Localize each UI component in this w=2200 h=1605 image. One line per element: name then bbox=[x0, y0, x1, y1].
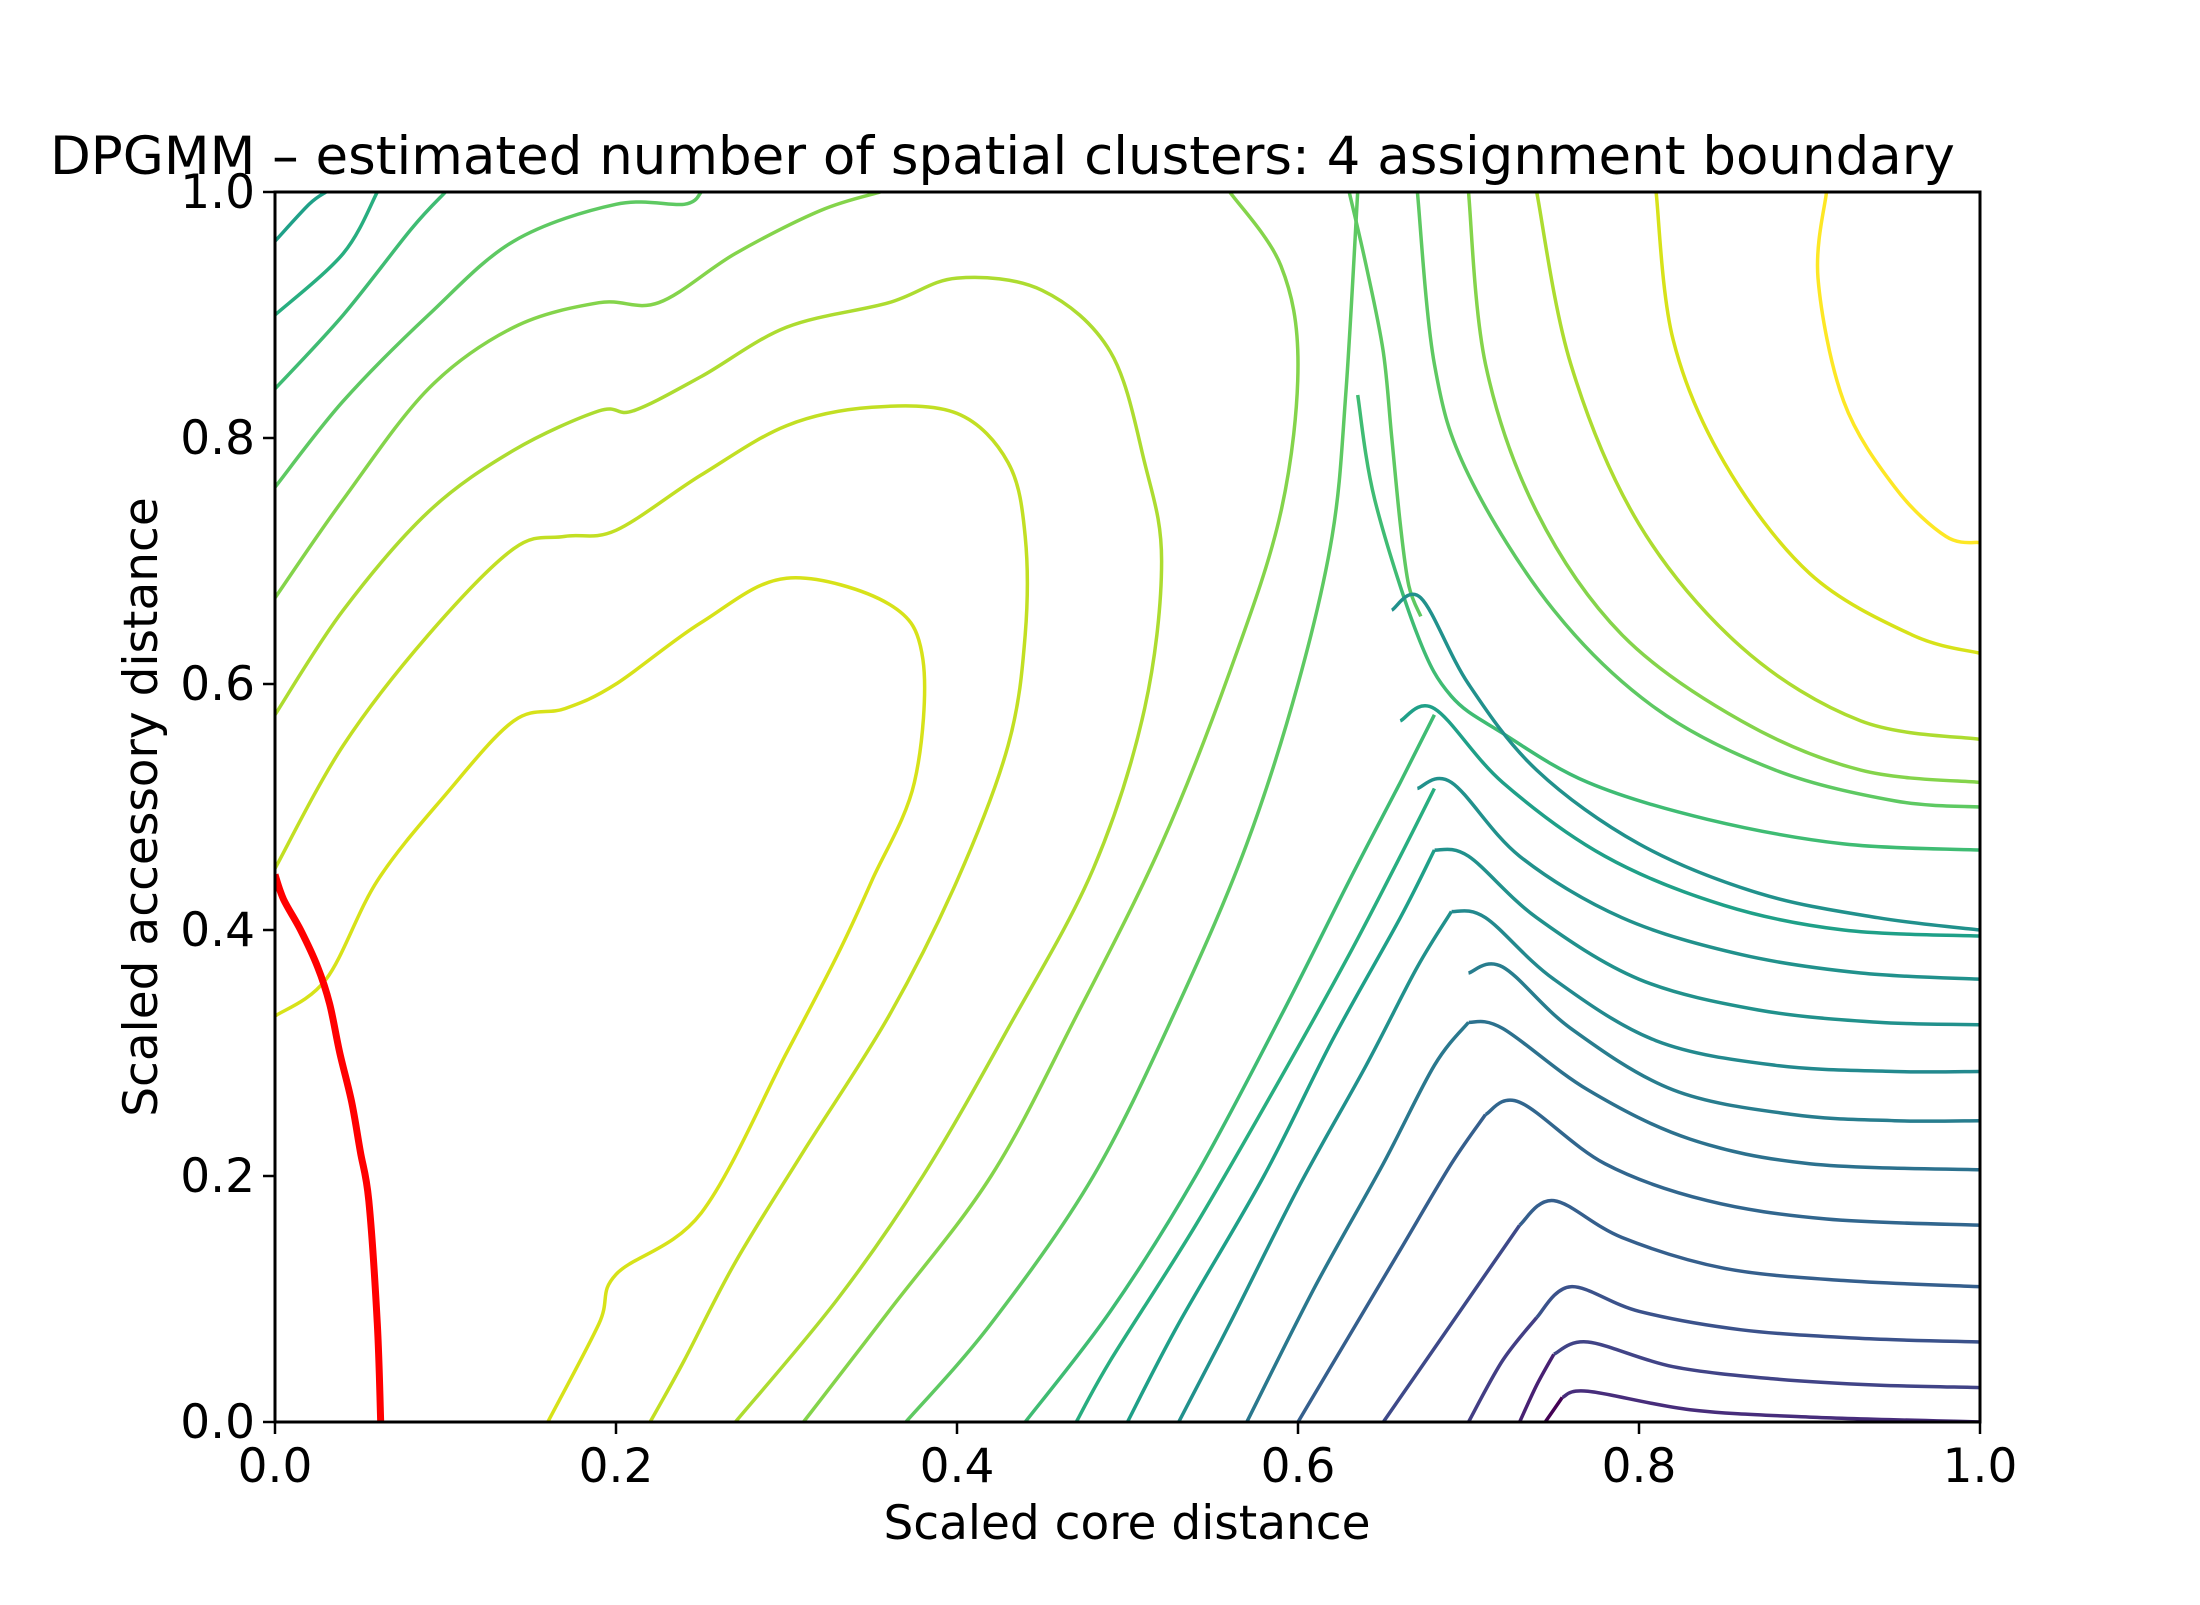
y-tick-label: 0.6 bbox=[180, 657, 255, 712]
x-tick-label: 0.8 bbox=[1602, 1439, 1677, 1494]
contours-layer bbox=[275, 192, 1980, 1422]
contour-line-5 bbox=[802, 192, 1300, 1422]
y-tick-label: 0.2 bbox=[180, 1149, 255, 1204]
contour-line-23 bbox=[1390, 592, 1980, 932]
contour-line-24 bbox=[1399, 704, 1980, 938]
contour-line-11 bbox=[275, 192, 379, 317]
contour-line-18 bbox=[1381, 1224, 1522, 1422]
x-axis: 0.0 0.2 0.4 0.6 0.8 1.0 bbox=[238, 1422, 2018, 1494]
contour-line-6 bbox=[275, 192, 703, 489]
y-tick-label: 0.0 bbox=[180, 1395, 255, 1450]
contour-line-38 bbox=[1466, 192, 1980, 785]
plot-frame bbox=[273, 190, 1982, 1424]
assignment-boundary-line bbox=[275, 873, 385, 1422]
x-tick-label: 1.0 bbox=[1943, 1439, 2018, 1494]
contour-line-27 bbox=[1451, 909, 1980, 1074]
x-tick-label: 0.2 bbox=[579, 1439, 654, 1494]
chart-title: DPGMM – estimated number of spatial clus… bbox=[50, 126, 1955, 187]
contour-line-33 bbox=[1553, 1340, 1980, 1390]
contour-line-39 bbox=[1415, 192, 1980, 809]
y-axis-label: Scaled accessory distance bbox=[114, 497, 169, 1117]
contour-line-4 bbox=[275, 192, 881, 599]
x-tick-label: 0.4 bbox=[920, 1439, 995, 1494]
y-axis: 0.0 0.2 0.4 0.6 0.8 1.0 bbox=[180, 165, 275, 1450]
contour-line-29 bbox=[1468, 1019, 1980, 1172]
contour-line-2 bbox=[275, 404, 1030, 1422]
contour-line-30 bbox=[1484, 1098, 1980, 1227]
contour-line-15 bbox=[1177, 910, 1453, 1422]
contour-line-17 bbox=[1296, 1113, 1487, 1422]
x-tick-label: 0.6 bbox=[1261, 1439, 1336, 1494]
y-tick-label: 0.8 bbox=[180, 411, 255, 466]
contour-line-20 bbox=[1518, 1353, 1556, 1422]
contour-line-34 bbox=[1561, 1389, 1980, 1422]
contour-line-25 bbox=[1416, 776, 1980, 981]
contour-line-22 bbox=[1355, 394, 1980, 852]
contour-line-32 bbox=[1535, 1284, 1980, 1344]
x-axis-label: Scaled core distance bbox=[883, 1496, 1370, 1551]
contour-line-10 bbox=[1023, 714, 1436, 1422]
y-tick-label: 1.0 bbox=[180, 165, 255, 220]
contour-line-36 bbox=[1654, 192, 1980, 655]
contour-line-12 bbox=[1074, 787, 1436, 1422]
contour-line-9 bbox=[275, 192, 447, 390]
contour-line-1 bbox=[275, 576, 927, 1422]
contour-line-35 bbox=[1815, 192, 1980, 545]
y-tick-label: 0.4 bbox=[180, 903, 255, 958]
boundary-layer bbox=[275, 873, 385, 1422]
contour-line-13 bbox=[275, 192, 328, 243]
contour-line-16 bbox=[1245, 1021, 1470, 1422]
contour-line-14 bbox=[1125, 849, 1436, 1422]
contour-line-28 bbox=[1467, 962, 1980, 1123]
contour-line-8 bbox=[904, 192, 1360, 1422]
contour-line-7 bbox=[1347, 192, 1423, 618]
contour-line-19 bbox=[1466, 1316, 1539, 1422]
contour-line-37 bbox=[1534, 192, 1980, 742]
contour-line-26 bbox=[1434, 847, 1980, 1027]
contour-line-31 bbox=[1518, 1198, 1980, 1289]
x-tick-label: 0.0 bbox=[238, 1439, 313, 1494]
contour-line-3 bbox=[275, 275, 1164, 1422]
